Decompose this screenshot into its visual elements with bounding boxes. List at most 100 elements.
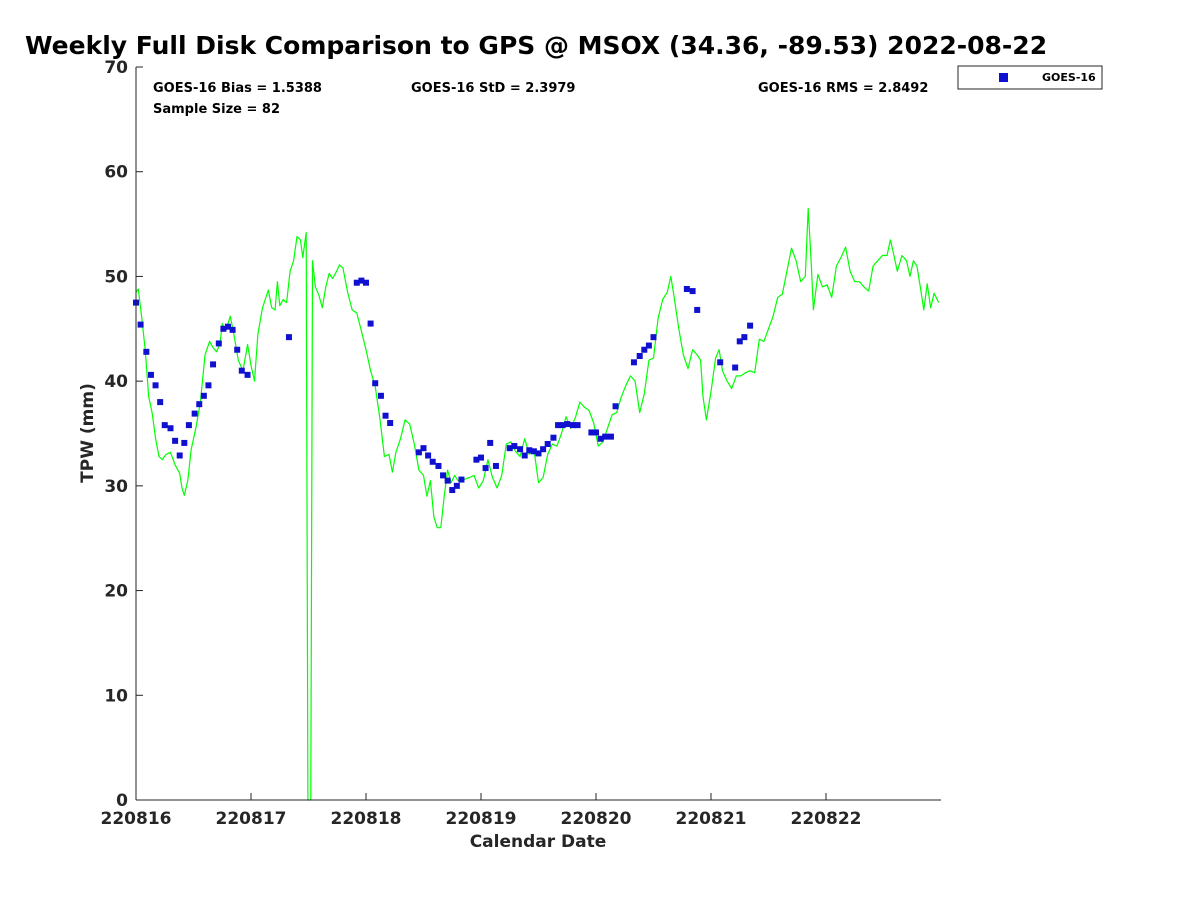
goes-point	[382, 412, 389, 419]
goes-point	[602, 433, 609, 440]
goes-point	[597, 435, 604, 442]
legend-box	[957, 65, 1103, 90]
goes-point	[210, 361, 217, 368]
goes-point	[353, 279, 360, 286]
goes-point	[636, 353, 643, 360]
goes-point	[511, 443, 518, 450]
y-tick-label: 20	[104, 582, 128, 602]
goes-point	[377, 392, 384, 399]
y-axis-ticks: 0 10 20 30 40 50 60 70	[104, 58, 143, 811]
goes-point	[535, 450, 542, 457]
goes-point	[559, 422, 566, 429]
goes-point	[367, 320, 374, 327]
y-tick-label: 60	[104, 163, 128, 183]
goes-point	[444, 477, 451, 484]
goes-point	[363, 279, 369, 286]
goes-point	[415, 449, 422, 456]
goes-point	[358, 277, 365, 284]
goes-point	[372, 380, 379, 387]
goes-point	[747, 322, 754, 329]
x-tick-label: 220822	[791, 809, 862, 829]
goes-point	[607, 433, 614, 440]
goes-point	[137, 321, 144, 328]
goes-point	[526, 447, 533, 454]
goes-point	[229, 326, 236, 333]
y-tick-label: 50	[104, 267, 128, 287]
stat-bias: GOES-16 Bias = 1.5388	[153, 81, 322, 96]
goes-point	[234, 346, 241, 353]
goes-point	[588, 429, 595, 436]
x-tick-label: 220817	[216, 809, 287, 829]
goes-point	[429, 458, 436, 465]
stat-rms: GOES-16 RMS = 2.8492	[758, 81, 928, 96]
goes-point	[555, 422, 562, 429]
goes-point	[570, 422, 576, 429]
goes-point	[540, 446, 547, 453]
goes-point	[205, 382, 212, 389]
goes-point	[244, 371, 251, 378]
goes-point	[487, 439, 494, 446]
goes-point	[172, 437, 179, 444]
goes-point	[521, 452, 528, 459]
goes-point	[285, 334, 292, 341]
legend-marker-goes	[999, 73, 1008, 82]
y-tick-label: 40	[104, 372, 128, 392]
chart-title: Weekly Full Disk Comparison to GPS @ MSO…	[25, 31, 1047, 60]
goes-point	[645, 342, 652, 349]
goes-point	[473, 456, 480, 463]
goes-point	[506, 445, 513, 452]
goes-point	[215, 340, 222, 347]
goes-point	[458, 476, 465, 483]
goes-point	[449, 487, 456, 494]
x-tick-label: 220816	[101, 809, 172, 829]
goes-point	[689, 288, 696, 295]
y-tick-label: 10	[104, 686, 128, 706]
goes-point	[181, 439, 188, 446]
stat-sample-size: Sample Size = 82	[153, 102, 280, 117]
goes-point	[185, 422, 192, 429]
goes-point	[143, 348, 150, 355]
goes-point	[200, 392, 207, 399]
goes-point	[564, 421, 571, 428]
y-tick-label: 70	[104, 58, 128, 78]
goes-point	[191, 410, 198, 417]
goes-point	[152, 382, 159, 389]
goes-point	[492, 462, 499, 469]
stat-std: GOES-16 StD = 2.3979	[411, 81, 575, 96]
plot-area	[136, 67, 941, 800]
goes-point	[650, 334, 657, 341]
goes-point	[478, 454, 484, 461]
goes-point	[530, 448, 537, 455]
goes-point	[440, 472, 447, 479]
goes-point	[425, 452, 432, 459]
goes-point	[453, 482, 460, 489]
legend-label-goes: GOES-16	[1042, 71, 1096, 84]
goes-point	[220, 325, 227, 332]
goes-point	[517, 446, 524, 453]
goes-point	[482, 465, 489, 472]
goes-point	[435, 462, 442, 469]
goes-point	[683, 285, 690, 292]
goes-point	[612, 403, 619, 410]
goes-point	[387, 420, 394, 427]
goes-point	[225, 323, 231, 330]
goes-point	[717, 359, 724, 366]
goes-point	[694, 306, 701, 313]
goes-point	[732, 364, 739, 371]
goes-point	[593, 429, 599, 436]
goes-point	[741, 334, 748, 341]
goes-point	[161, 422, 168, 429]
y-tick-label: 0	[116, 791, 128, 811]
x-tick-label: 220821	[676, 809, 747, 829]
x-axis-ticks: 220816 220817 220818 220819 220820 220821 2208…	[101, 793, 862, 829]
x-tick-label: 220818	[331, 809, 402, 829]
goes-point	[550, 434, 557, 441]
goes-point	[196, 401, 203, 408]
goes-point	[238, 367, 245, 374]
goes-series	[133, 277, 754, 494]
x-axis-label: Calendar Date	[470, 832, 607, 852]
axes	[135, 67, 941, 801]
goes-point	[420, 445, 427, 452]
x-tick-label: 220819	[446, 809, 517, 829]
